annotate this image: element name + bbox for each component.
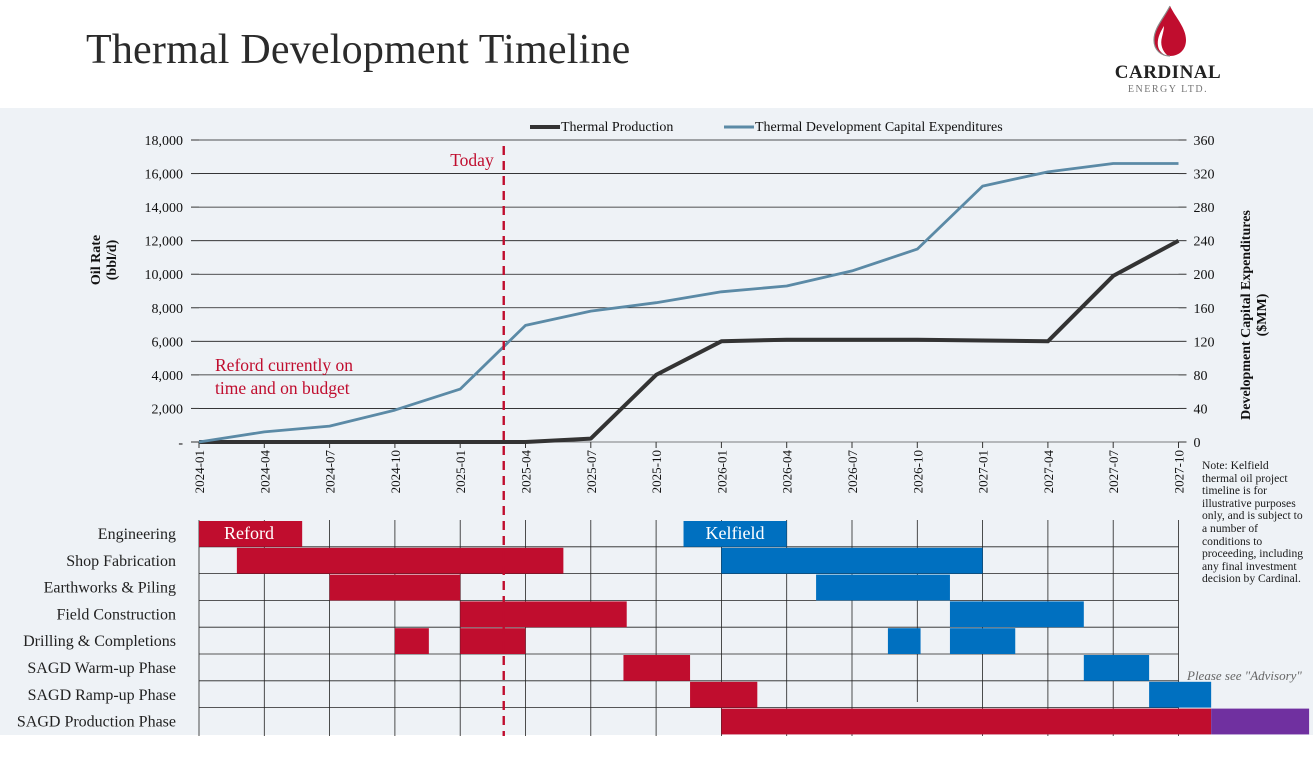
series-line-production: [199, 238, 1180, 444]
gantt-label-reford: Reford: [224, 523, 274, 543]
gantt-bar-reford: [460, 628, 526, 654]
gantt-bar-kelfield: [816, 574, 950, 601]
legend-label-capex: Thermal Development Capital Expenditures: [755, 120, 1003, 135]
x-tick-label: 2027-07: [1106, 450, 1121, 494]
y-left-tick-label: 4,000: [152, 369, 184, 384]
series-line-capex: [198, 162, 1179, 444]
y-left-tick-label: 16,000: [145, 168, 184, 183]
x-tick-label: 2026-04: [780, 450, 795, 494]
x-tick-label: 2024-10: [388, 450, 403, 493]
y-right-tick-label: 280: [1194, 201, 1215, 216]
advisory-link[interactable]: Please see "Advisory": [1187, 668, 1302, 683]
gantt-bar-kelfield: [949, 628, 1016, 654]
y-left-tick-label: -: [178, 436, 183, 451]
legend-label-production: Thermal Production: [561, 120, 673, 135]
gantt-bar-kelfield: [949, 601, 1084, 628]
x-tick-label: 2024-07: [323, 450, 338, 494]
gantt-bar-reford: [236, 547, 564, 574]
kelfield-note: Note: Kelfield thermal oil project timel…: [1202, 459, 1304, 586]
gantt-bar-reford: [460, 601, 627, 628]
y-right-axis-title: Development Capital Expenditures($MM): [1239, 210, 1270, 420]
phase-label: SAGD Warm-up Phase: [27, 660, 176, 677]
y-right-tick-label: 360: [1194, 134, 1215, 149]
phase-label: Earthworks & Piling: [44, 580, 176, 597]
y-left-tick-label: 8,000: [152, 302, 184, 317]
x-tick-label: 2027-04: [1041, 450, 1056, 494]
y-right-tick-label: 240: [1194, 235, 1215, 250]
chart-panel: [0, 108, 1313, 735]
phase-label: Field Construction: [56, 606, 176, 623]
y-right-tick-label: 320: [1194, 168, 1215, 183]
x-tick-label: 2027-10: [1172, 450, 1187, 493]
x-tick-label: 2024-01: [192, 450, 207, 493]
gantt-bar-reford: [690, 681, 758, 708]
gantt-bar-extension: [1211, 708, 1310, 735]
gantt-bar-kelfield: [887, 628, 921, 654]
gantt-bar-reford: [329, 574, 461, 601]
today-label: Today: [450, 150, 494, 170]
gantt-bar-reford: [394, 628, 429, 654]
logo-wordmark: CARDINAL: [1114, 62, 1222, 83]
gantt-bar-kelfield: [1149, 681, 1212, 708]
x-tick-label: 2025-07: [584, 450, 599, 494]
x-tick-label: 2024-04: [257, 450, 272, 494]
x-tick-label: 2026-10: [910, 450, 925, 493]
company-logo: CARDINAL ENERGY LTD.: [1104, 4, 1232, 100]
x-tick-label: 2025-01: [453, 450, 468, 493]
y-left-tick-label: 2,000: [152, 402, 184, 417]
gantt-bar-reford: [199, 521, 303, 547]
y-left-tick-label: 10,000: [145, 268, 184, 283]
x-tick-label: 2027-01: [976, 450, 991, 493]
y-left-tick-label: 14,000: [145, 201, 184, 216]
x-tick-label: 2026-07: [845, 450, 860, 494]
y-left-axis-title: Oil Rate(bbl/d): [89, 235, 120, 285]
x-tick-label: 2025-04: [519, 450, 534, 494]
page-title: Thermal Development Timeline: [86, 27, 631, 73]
gantt-bar-reford: [623, 655, 691, 681]
x-tick-label: 2026-01: [714, 450, 729, 493]
flame-drop-icon: [1153, 5, 1186, 57]
y-right-tick-label: 120: [1194, 335, 1215, 350]
phase-label: SAGD Ramp-up Phase: [28, 687, 176, 704]
x-tick-label: 2025-10: [649, 450, 664, 493]
gantt-bar-kelfield: [1083, 655, 1150, 681]
phase-label: SAGD Production Phase: [17, 714, 176, 731]
logo-subtext: ENERGY LTD.: [1127, 84, 1209, 95]
y-right-tick-label: 80: [1194, 369, 1208, 384]
gantt-bar-kelfield: [683, 521, 787, 547]
y-right-tick-label: 40: [1194, 402, 1208, 417]
y-left-tick-label: 12,000: [145, 235, 184, 250]
gantt-bar-reford: [721, 708, 1212, 735]
y-left-tick-label: 18,000: [145, 134, 184, 149]
annotation-text: Reford currently on: [215, 355, 353, 375]
y-right-tick-label: 200: [1194, 268, 1215, 283]
phase-label: Drilling & Completions: [23, 633, 176, 650]
annotation-text: time and on budget: [215, 378, 350, 398]
y-right-tick-label: 0: [1194, 436, 1201, 451]
phase-label: Engineering: [98, 526, 176, 543]
phase-label: Shop Fabrication: [66, 553, 176, 570]
gantt-label-kelfield: Kelfield: [706, 523, 765, 543]
y-right-tick-label: 160: [1194, 302, 1215, 317]
gantt-bar-kelfield: [721, 547, 983, 574]
y-left-tick-label: 6,000: [152, 335, 184, 350]
